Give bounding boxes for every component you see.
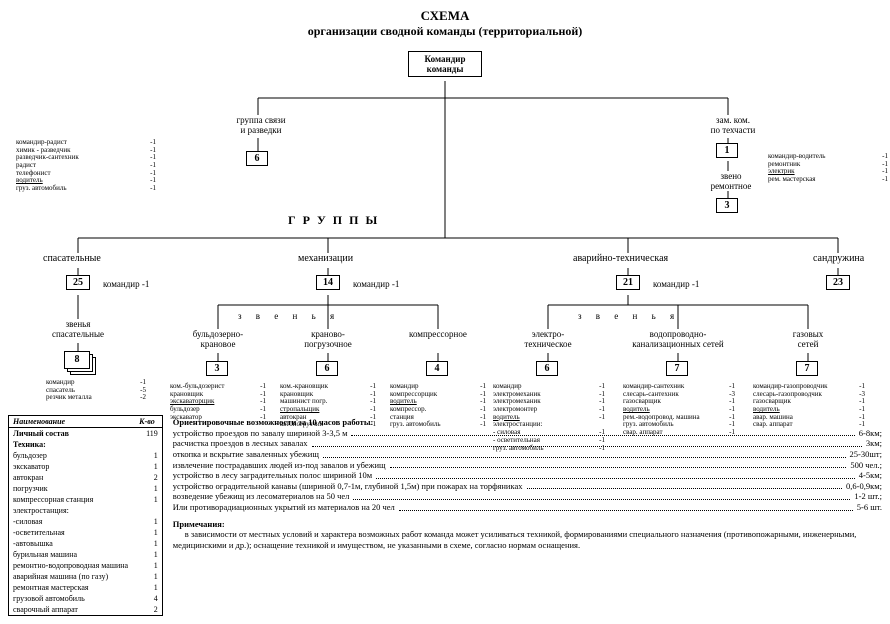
mech-zvenya-label: з в е н ь я <box>238 311 340 321</box>
summary-h1: Наименование <box>9 416 133 428</box>
summary-row: -автовышка1 <box>9 538 163 549</box>
role-row: резчик металла-2 <box>46 394 146 402</box>
summary-row: -силовая1 <box>9 516 163 527</box>
group-tech-label: аварийно-техническая <box>573 253 668 264</box>
summary-table: Наименование К-во Личный состав 119 Техн… <box>8 415 163 616</box>
org-chart: Командир команды группа связи и разведки… <box>8 43 882 413</box>
summary-row: -осветительная1 <box>9 527 163 538</box>
mech-link-roles: ком.-бульдозерист-1крановщик-1экскаватор… <box>170 383 266 421</box>
tech-link-count: 7 <box>666 361 688 376</box>
mech-link-label: краново- погрузочное <box>280 329 376 349</box>
deputy-count: 1 <box>716 143 738 158</box>
role-row: груз. автомобиль-1 <box>16 185 156 193</box>
group-rescue-cmd: командир -1 <box>103 279 149 289</box>
repair-link-label: звено ремонтное <box>703 171 759 191</box>
left-roles: командир-радист-1химик - разведчик-1разв… <box>16 139 156 193</box>
notes-header: Примечания: <box>173 519 882 530</box>
summary-row: бурильная машина1 <box>9 549 163 560</box>
summary-row: бульдозер1 <box>9 450 163 461</box>
tech-zvenya-label: з в е н ь я <box>578 311 680 321</box>
comm-group-count: 6 <box>246 151 268 166</box>
capability-line: Или противорадиационных укрытий из матер… <box>173 502 882 513</box>
tech-link-roles: командир-газопроводчик-1слесарь-газопров… <box>753 383 865 429</box>
mech-link-count: 3 <box>206 361 228 376</box>
summary-personnel-l: Личный состав <box>13 429 69 438</box>
deputy-label: зам. ком. по техчасти <box>698 115 768 135</box>
role-row: рем. мастерская-1 <box>768 176 888 184</box>
groups-header: Г Р У П П Ы <box>288 213 379 228</box>
summary-row: аварийная машина (по газу)1 <box>9 571 163 582</box>
group-rescue-count: 25 <box>66 275 90 290</box>
connector-lines <box>8 43 882 413</box>
summary-row: автокран2 <box>9 472 163 483</box>
commander-box: Командир команды <box>408 51 482 77</box>
group-tech-count: 21 <box>616 275 640 290</box>
mech-link-roles: командир-1компрессорщик-1водитель-1компр… <box>390 383 486 429</box>
mech-link-count: 6 <box>316 361 338 376</box>
group-tech-cmd: командир -1 <box>653 279 699 289</box>
summary-row: ремонтная мастерская1 <box>9 582 163 593</box>
summary-personnel-c: 119 <box>132 428 162 440</box>
group-mech-cmd: командир -1 <box>353 279 399 289</box>
right-roles: командир-водитель-1ремонтник-1электрик-1… <box>768 153 888 184</box>
group-rescue-label: спасательные <box>43 253 101 264</box>
summary-row: погрузчик1 <box>9 483 163 494</box>
mech-link-count: 4 <box>426 361 448 376</box>
mech-link-roles: ком.-крановщик-1крановщик-1машинист погр… <box>280 383 376 429</box>
summary-row: ремонтно-водопроводная машина1 <box>9 560 163 571</box>
tech-link-label: электро- техническое <box>490 329 606 349</box>
summary-tech-label: Техника: <box>13 440 46 449</box>
tech-link-label: газовых сетей <box>750 329 866 349</box>
summary-row: экскаватор1 <box>9 461 163 472</box>
group-mech-label: механизации <box>298 253 353 264</box>
summary-row: электростанция: <box>9 505 163 516</box>
mech-link-label: бульдозерно- крановое <box>170 329 266 349</box>
summary-row: сварочный аппарат2 <box>9 604 163 616</box>
comm-group-label: группа связи и разведки <box>226 115 296 135</box>
bottom-section: Наименование К-во Личный состав 119 Техн… <box>8 415 882 616</box>
group-mech-count: 14 <box>316 275 340 290</box>
title-main: СХЕМА <box>8 8 882 24</box>
tech-link-count: 6 <box>536 361 558 376</box>
rescue-links-roles: командир-1спасатель-5резчик металла-2 <box>46 379 146 402</box>
capabilities-column: Ориентировочные возможности за 10 часов … <box>173 415 882 616</box>
group-sand-label: сандружина <box>813 253 864 264</box>
summary-row: грузовой автомобиль4 <box>9 593 163 604</box>
group-sand-count: 23 <box>826 275 850 290</box>
mech-link-label: компрессорное <box>390 329 486 339</box>
role-row: разведчик-сантехник-1 <box>16 154 156 162</box>
repair-link-count: 3 <box>716 198 738 213</box>
notes-text: в зависимости от местных условий и харак… <box>173 529 882 550</box>
summary-h2: К-во <box>132 416 162 428</box>
rescue-links-label: звенья спасательные <box>43 319 113 339</box>
tech-link-count: 7 <box>796 361 818 376</box>
tech-link-label: водопроводно- канализационных сетей <box>620 329 736 349</box>
summary-row: компрессорная станция1 <box>9 494 163 505</box>
title-sub: организации сводной команды (территориал… <box>8 24 882 39</box>
